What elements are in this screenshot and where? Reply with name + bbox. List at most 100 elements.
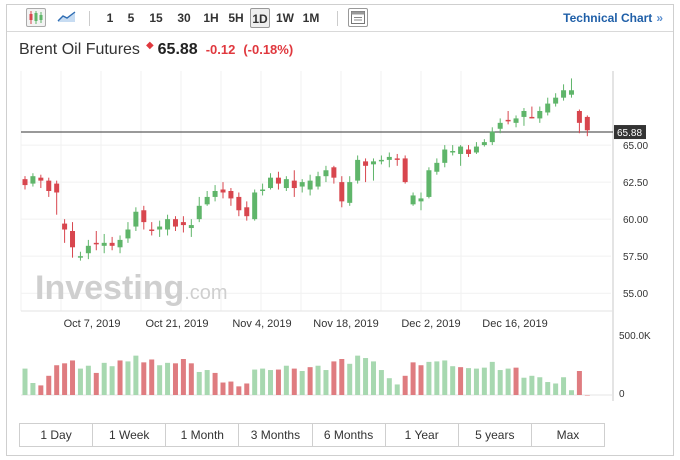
range-button-3-months[interactable]: 3 Months <box>239 424 313 446</box>
volume-bar <box>481 367 487 395</box>
candle-body <box>22 179 28 186</box>
interval-button-1h[interactable]: 1H <box>203 11 219 25</box>
candle-body <box>450 151 456 153</box>
candle-body <box>149 229 155 231</box>
volume-bar <box>553 383 559 395</box>
candle-body <box>576 111 582 123</box>
volume-bar <box>505 368 511 395</box>
price-change-percent: (-0.18%) <box>243 42 294 57</box>
volume-bar <box>236 386 242 395</box>
volume-bar <box>386 378 392 395</box>
candle-body <box>315 176 321 187</box>
volume-bar <box>125 361 131 395</box>
candle-body <box>402 158 408 183</box>
volume-bar <box>402 375 408 395</box>
interval-button-30[interactable]: 30 <box>177 11 191 25</box>
volume-bar <box>62 363 68 395</box>
volume-bar <box>545 382 551 395</box>
instrument-name: Brent Oil Futures <box>19 41 140 58</box>
watermark-logo: Investing.com <box>35 269 228 307</box>
volume-bar <box>212 372 218 395</box>
range-button-1-month[interactable]: 1 Month <box>166 424 240 446</box>
volume-bar <box>370 361 376 395</box>
volume-bar <box>347 363 353 395</box>
candle-body <box>157 226 163 230</box>
range-button-1-year[interactable]: 1 Year <box>386 424 459 446</box>
interval-button-5h[interactable]: 5H <box>228 11 244 25</box>
candle-body <box>70 231 76 248</box>
range-button-1-week[interactable]: 1 Week <box>93 424 167 446</box>
candle-body <box>545 103 551 113</box>
candle-body <box>561 90 567 98</box>
volume-bar <box>355 355 361 395</box>
range-button-5-years[interactable]: 5 years <box>459 424 532 446</box>
volume-bar <box>22 368 28 395</box>
candle-body <box>458 146 464 154</box>
range-selector: 1 Day 1 Week 1 Month 3 Months 6 Months 1 Year… <box>19 423 605 447</box>
chart-toolbar: 1 5 15 30 1H 5H 1D 1W 1M Technical Chart» <box>7 5 673 32</box>
chart-widget: 1 5 15 30 1H 5H 1D 1W 1M Technical Chart» Brent … <box>6 4 674 456</box>
volume-bar <box>473 368 479 395</box>
volume-bar <box>101 362 107 395</box>
candle-body <box>117 239 123 248</box>
date-tick-label: Dec 2, 2019 <box>401 318 460 330</box>
volume-bar <box>109 366 115 395</box>
volume-bar <box>307 367 313 395</box>
candle-body <box>109 242 115 246</box>
candle-body <box>489 131 495 143</box>
volume-bar <box>458 367 464 395</box>
date-tick-label: Dec 16, 2019 <box>482 318 547 330</box>
candle-body <box>378 159 384 162</box>
candle-body <box>426 170 432 197</box>
price-tick-label: 55.00 <box>623 289 648 300</box>
candle-body <box>331 167 337 178</box>
candle-body <box>93 242 99 245</box>
price-tick-label: 62.50 <box>623 178 648 189</box>
candle-body <box>220 189 226 193</box>
date-tick-label: Nov 4, 2019 <box>232 318 291 330</box>
volume-bar <box>204 370 210 395</box>
interval-button-1[interactable]: 1 <box>106 11 114 25</box>
volume-bar <box>244 383 250 395</box>
interval-button-1m[interactable]: 1M <box>302 11 320 25</box>
volume-bar <box>70 360 76 395</box>
price-tick-label: 65.00 <box>623 141 648 152</box>
interval-button-1w[interactable]: 1W <box>276 11 294 25</box>
interval-button-15[interactable]: 15 <box>149 11 163 25</box>
volume-bar <box>165 362 171 395</box>
volume-bar <box>299 371 305 395</box>
candle-body <box>339 182 345 202</box>
area-chart-icon[interactable] <box>57 8 77 27</box>
candle-body <box>553 97 559 104</box>
candle-body <box>370 161 376 165</box>
candle-body <box>133 211 139 227</box>
candle-body <box>299 182 305 187</box>
candle-body <box>268 177 274 189</box>
candlestick-chart-icon[interactable] <box>26 8 46 27</box>
interval-button-1d[interactable]: 1D <box>250 8 270 28</box>
price-chart[interactable]: Investing.com 65.00 62.50 60.00 57.50 55.00 65… <box>7 5 673 415</box>
technical-chart-link[interactable]: Technical Chart» <box>563 8 663 28</box>
volume-bar <box>450 366 456 395</box>
volume-bar <box>537 377 543 395</box>
volume-bar <box>489 361 495 395</box>
toolbar-divider <box>337 11 338 26</box>
candle-body <box>196 205 202 220</box>
volume-bar <box>331 361 337 395</box>
volume-bar <box>252 369 258 395</box>
range-button-max[interactable]: Max <box>556 428 580 442</box>
volume-bar <box>283 365 289 395</box>
volume-bar <box>378 370 384 395</box>
indicators-icon[interactable] <box>348 8 368 27</box>
range-button-1-day[interactable]: 1 Day <box>20 424 94 446</box>
candle-body <box>473 146 479 153</box>
candle-body <box>260 189 266 191</box>
candle-body <box>38 177 44 181</box>
date-tick-label: Oct 21, 2019 <box>146 318 209 330</box>
range-button-6-months[interactable]: 6 Months <box>313 424 386 446</box>
volume-bar <box>521 377 527 395</box>
interval-button-5[interactable]: 5 <box>127 11 135 25</box>
toolbar-divider <box>89 11 90 26</box>
candle-body <box>62 223 68 230</box>
volume-bar <box>584 395 590 396</box>
